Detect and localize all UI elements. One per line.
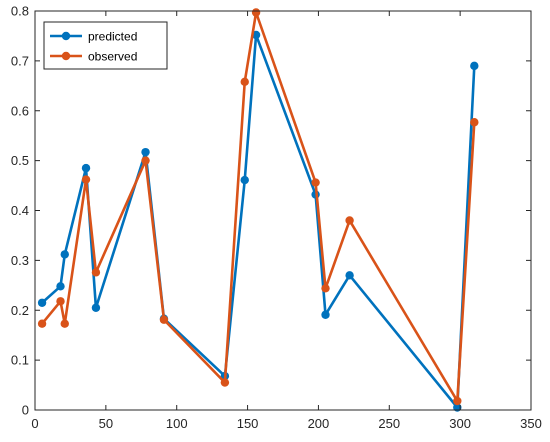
legend-label: predicted <box>88 30 137 44</box>
series-observed <box>37 8 479 406</box>
data-point-predicted <box>56 282 65 291</box>
y-tick-label: 0.4 <box>11 203 29 218</box>
x-tick-label: 200 <box>308 416 330 431</box>
data-point-observed <box>60 319 69 328</box>
data-point-observed <box>220 378 230 387</box>
data-point-predicted <box>240 175 249 185</box>
plot-area <box>37 8 479 412</box>
data-point-observed <box>141 156 150 165</box>
data-point-predicted <box>345 271 354 280</box>
data-point-observed <box>56 297 65 306</box>
y-tick-label: 0.6 <box>11 103 29 118</box>
data-point-observed <box>81 175 91 184</box>
legend-item-predicted: predicted <box>50 30 137 44</box>
data-point-observed <box>453 396 462 406</box>
x-tick-label: 150 <box>237 416 259 431</box>
y-tick-label: 0.7 <box>11 53 29 68</box>
y-tick-label: 0.3 <box>11 253 29 268</box>
legend-swatch-marker <box>61 31 71 41</box>
legend-swatch-marker <box>61 51 71 61</box>
legend: predicted observed <box>43 21 168 70</box>
x-tick-label: 300 <box>449 416 471 431</box>
y-tick-label: 0.8 <box>11 4 29 19</box>
data-point-observed <box>251 8 261 17</box>
data-point-predicted <box>470 61 479 71</box>
axis-ticks: 0 50 100 150 200 250 300 350 0 0.1 0.2 0.3 0.4 0.5 0.6… <box>11 4 542 432</box>
data-point-predicted <box>321 310 330 319</box>
data-point-observed <box>240 77 249 87</box>
data-point-predicted <box>141 147 150 157</box>
y-tick-label: 0.5 <box>11 153 29 168</box>
x-tick-label: 350 <box>520 416 542 431</box>
data-point-observed <box>159 315 169 324</box>
x-tick-label: 50 <box>99 416 113 431</box>
y-tick-label: 0 <box>22 403 29 418</box>
x-tick-label: 0 <box>31 416 38 431</box>
data-point-observed <box>91 268 101 277</box>
data-point-predicted <box>37 298 47 307</box>
x-tick-label: 100 <box>166 416 188 431</box>
data-point-observed <box>345 216 354 225</box>
y-tick-label: 0.2 <box>11 303 29 318</box>
data-point-predicted <box>81 163 91 173</box>
data-point-observed <box>37 319 47 328</box>
data-point-observed <box>470 118 479 127</box>
data-point-observed <box>321 284 330 293</box>
legend-item-observed: observed <box>50 50 137 64</box>
legend-box <box>43 21 168 70</box>
data-point-predicted <box>60 250 69 259</box>
x-tick-label: 250 <box>378 416 400 431</box>
data-point-predicted <box>91 303 101 312</box>
data-point-observed <box>311 178 320 187</box>
legend-label: observed <box>88 50 137 64</box>
y-tick-label: 0.1 <box>11 353 29 368</box>
